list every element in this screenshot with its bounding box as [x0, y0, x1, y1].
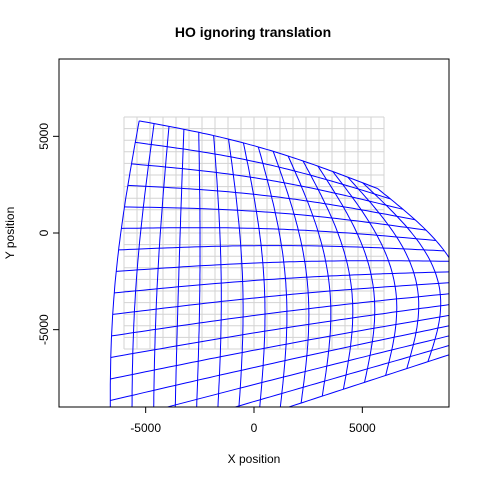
warped-grid-row-line-9 — [112, 282, 449, 315]
y-tick-label-1: 0 — [37, 229, 51, 236]
x-tick-label-1: 0 — [251, 421, 258, 435]
reference-grid — [123, 116, 385, 350]
warped-grid-row-line-6 — [118, 245, 445, 252]
warped-grid-row-line-8 — [114, 271, 449, 294]
warped-grid-row-line-15 — [233, 345, 449, 407]
warped-grid-row-line-13 — [110, 325, 449, 401]
y-tick-label-2: 5000 — [37, 123, 51, 150]
warped-grid-row-line-4 — [124, 206, 427, 231]
x-axis: -5000 0 5000 — [130, 407, 376, 435]
warped-grid-row-line-3 — [127, 184, 416, 221]
warped-grid-row-line-0 — [139, 120, 378, 189]
y-axis: -5000 0 5000 — [37, 123, 59, 345]
y-tick-label-0: -5000 — [37, 314, 51, 345]
warped-grid-row-line-10 — [111, 293, 449, 337]
warped-grid-row-line-1 — [135, 141, 391, 200]
warped-grid — [109, 120, 449, 407]
warped-grid-row-line-11 — [110, 304, 449, 358]
warped-grid-row-line-5 — [121, 227, 436, 241]
x-axis-label: X position — [228, 452, 281, 466]
warped-grid-row-line-7 — [116, 260, 449, 272]
warped-grid-row-line-12 — [110, 314, 449, 380]
x-tick-label-2: 5000 — [349, 421, 376, 435]
y-axis-label: Y position — [3, 207, 17, 259]
warped-grid-column-line-16 — [377, 188, 449, 355]
warped-grid-row-line-2 — [131, 163, 404, 210]
x-tick-label-0: -5000 — [130, 421, 161, 435]
warped-grid-row-line-16 — [287, 354, 449, 407]
chart-title: HO ignoring translation — [175, 24, 331, 40]
